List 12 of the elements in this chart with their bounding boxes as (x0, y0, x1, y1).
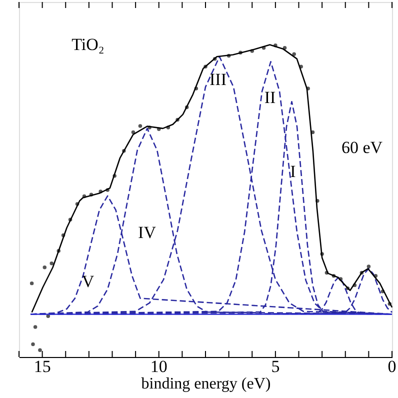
x-tick-label: 10 (150, 357, 168, 376)
x-tick-label: 0 (388, 357, 396, 376)
annotation: III (210, 70, 227, 89)
x-axis-title: binding energy (eV) (141, 376, 271, 392)
annotation: I (290, 162, 296, 181)
annotation: TiO₂ (72, 35, 104, 54)
x-tick-label: 15 (34, 357, 51, 376)
annotation: IV (138, 223, 157, 242)
annotation: II (264, 88, 276, 107)
annotation: 60 eV (341, 138, 384, 157)
x-tick-label: 5 (271, 357, 280, 376)
annotation: V (82, 272, 95, 291)
